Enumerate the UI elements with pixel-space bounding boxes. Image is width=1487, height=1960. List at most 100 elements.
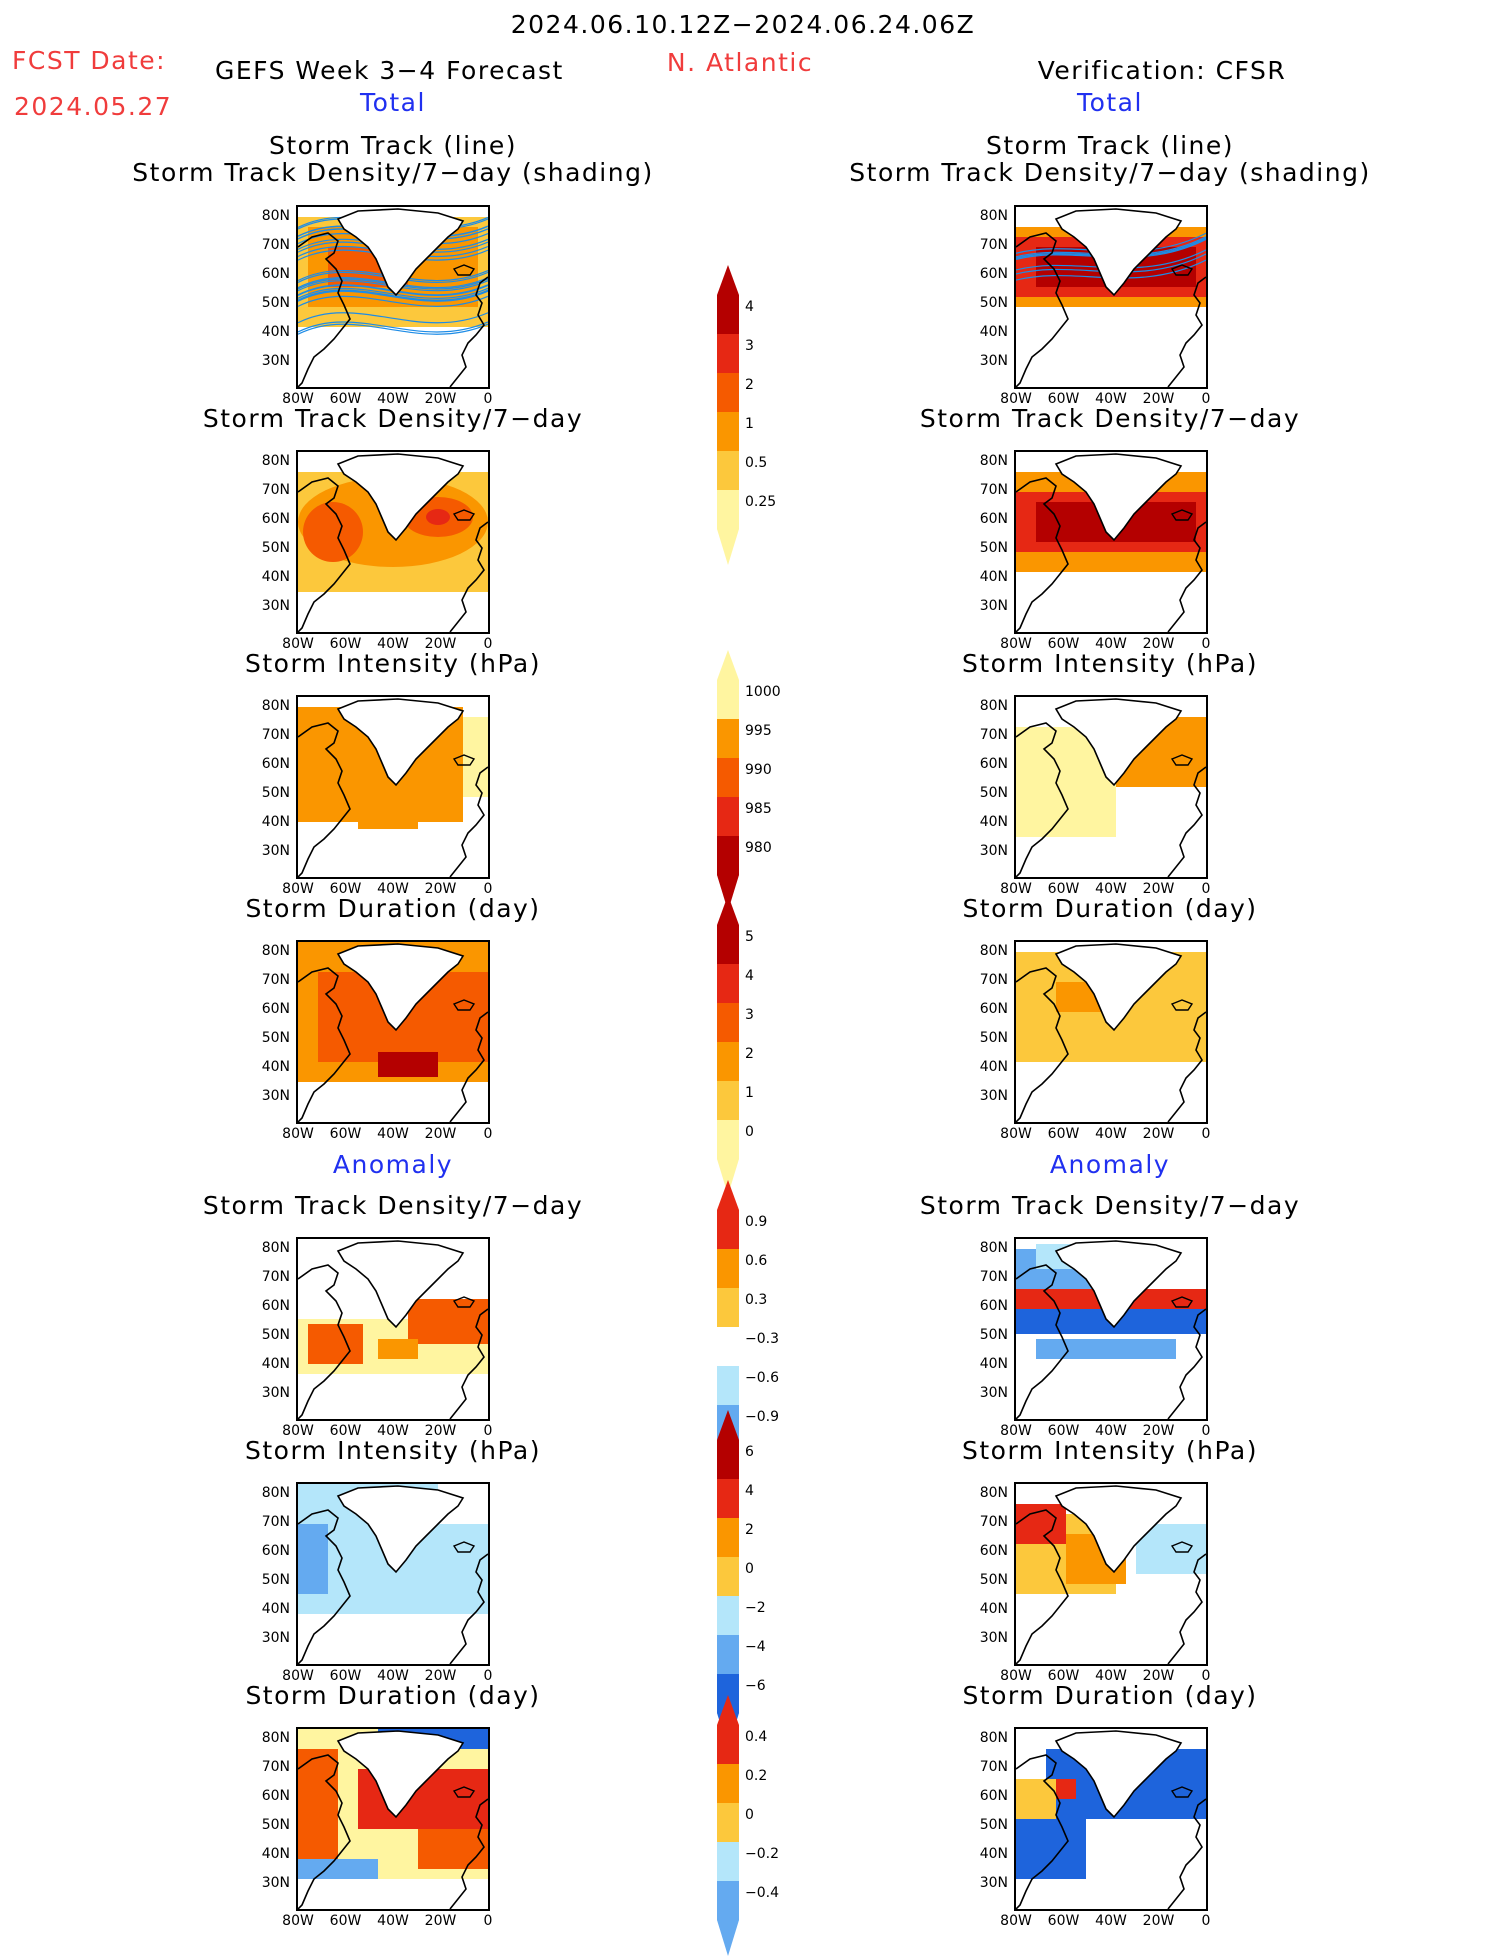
colorbar-duration-total [713,891,743,1199]
right-anomaly-label: Anomaly [1050,1150,1170,1179]
lon-label: 60W [330,391,362,407]
lat-label: 70N [250,1514,290,1530]
lat-label: 40N [250,1601,290,1617]
verification-title: Verification: CFSR [1038,56,1286,85]
lon-label: 60W [330,881,362,897]
lon-label: 20W [1143,1913,1175,1929]
lat-label: 40N [968,1059,1008,1075]
forecast-title: GEFS Week 3−4 Forecast [215,56,564,85]
lon-label: 20W [425,1423,457,1439]
colorbar-label: 5 [745,929,754,945]
lat-label: 30N [968,353,1008,369]
lat-label: 80N [968,698,1008,714]
lon-label: 40W [377,881,409,897]
lat-label: 50N [250,540,290,556]
lat-label: 30N [968,1088,1008,1104]
lat-label: 50N [968,1030,1008,1046]
colorbar-intensity-total [713,646,743,915]
lat-label: 80N [250,698,290,714]
colorbar-label: −0.3 [745,1331,779,1347]
lon-label: 40W [377,1913,409,1929]
lon-label: 80W [282,881,314,897]
map-shading [298,1484,488,1664]
lat-label: 40N [968,1356,1008,1372]
panel-title-left-1: Storm Track (line) Storm Track Density/7… [132,132,653,186]
lon-label: 40W [1095,1913,1127,1929]
colorbar-label: 0.3 [745,1292,767,1308]
lat-label: 60N [968,266,1008,282]
colorbar-label: 0.6 [745,1253,767,1269]
lon-label: 0 [1202,1126,1211,1142]
lat-label: 80N [250,1730,290,1746]
lon-label: 20W [1143,1423,1175,1439]
track-shading-title: Storm Track Density/7−day (shading) [849,159,1370,186]
lat-label: 40N [250,1356,290,1372]
lon-label: 40W [1095,881,1127,897]
period-title: 2024.06.10.12Z−2024.06.24.06Z [511,10,976,39]
map-shading [298,452,488,632]
lon-label: 0 [1202,636,1211,652]
lat-label: 80N [250,943,290,959]
colorbar-label: −2 [745,1600,766,1616]
panel-title-left-7: Storm Duration (day) [245,1682,540,1709]
lat-label: 40N [250,1059,290,1075]
lat-label: 40N [250,1846,290,1862]
lon-label: 80W [1000,636,1032,652]
colorbar-label: 2 [745,377,754,393]
lat-label: 80N [968,1730,1008,1746]
lat-label: 30N [250,1088,290,1104]
lon-label: 20W [1143,1668,1175,1684]
colorbar-label: −0.6 [745,1370,779,1386]
panel-title-right-6: Storm Intensity (hPa) [962,1437,1258,1464]
lon-label: 40W [377,636,409,652]
lat-label: 50N [250,295,290,311]
lon-label: 60W [330,1423,362,1439]
colorbar-label: 2 [745,1522,754,1538]
lon-label: 60W [330,1126,362,1142]
lon-label: 80W [282,1913,314,1929]
lat-label: 60N [250,1543,290,1559]
colorbar-label: −0.4 [745,1885,779,1901]
lon-label: 20W [1143,1126,1175,1142]
lat-label: 80N [968,1240,1008,1256]
lon-label: 40W [1095,391,1127,407]
map-shading [1016,1729,1206,1909]
lon-label: 60W [330,1668,362,1684]
panel-title-right-3: Storm Intensity (hPa) [962,650,1258,677]
lon-label: 60W [1048,1126,1080,1142]
lon-label: 80W [1000,1423,1032,1439]
colorbar-label: 3 [745,1007,754,1023]
lon-label: 20W [425,636,457,652]
lon-label: 20W [425,1668,457,1684]
panel-title-right-5: Storm Track Density/7−day [920,1192,1300,1219]
lon-label: 0 [1202,881,1211,897]
lat-label: 80N [250,453,290,469]
lon-label: 80W [282,1423,314,1439]
colorbar-label: 985 [745,801,772,817]
colorbar-label: 4 [745,1483,754,1499]
colorbar-label: 4 [745,968,754,984]
lat-label: 40N [968,1846,1008,1862]
map-shading [1016,1484,1206,1664]
colorbar-label: 0 [745,1807,754,1823]
colorbar-label: 0.2 [745,1768,767,1784]
colorbar-label: 1 [745,1085,754,1101]
lon-label: 0 [484,636,493,652]
lon-label: 40W [1095,1423,1127,1439]
panel-title-right-2: Storm Track Density/7−day [920,405,1300,432]
colorbar-label: 3 [745,338,754,354]
colorbar-label: 0.4 [745,1729,767,1745]
colorbar-label: 980 [745,840,772,856]
lat-label: 70N [250,1269,290,1285]
lat-label: 60N [968,1298,1008,1314]
colorbar-label: 995 [745,723,772,739]
lat-label: 40N [968,324,1008,340]
colorbar-label: 1 [745,416,754,432]
colorbar-label: −4 [745,1639,766,1655]
colorbar-label: −6 [745,1678,766,1694]
lat-label: 40N [968,569,1008,585]
lat-label: 30N [250,598,290,614]
lon-label: 0 [484,1126,493,1142]
lon-label: 60W [1048,1423,1080,1439]
lon-label: 0 [484,1913,493,1929]
